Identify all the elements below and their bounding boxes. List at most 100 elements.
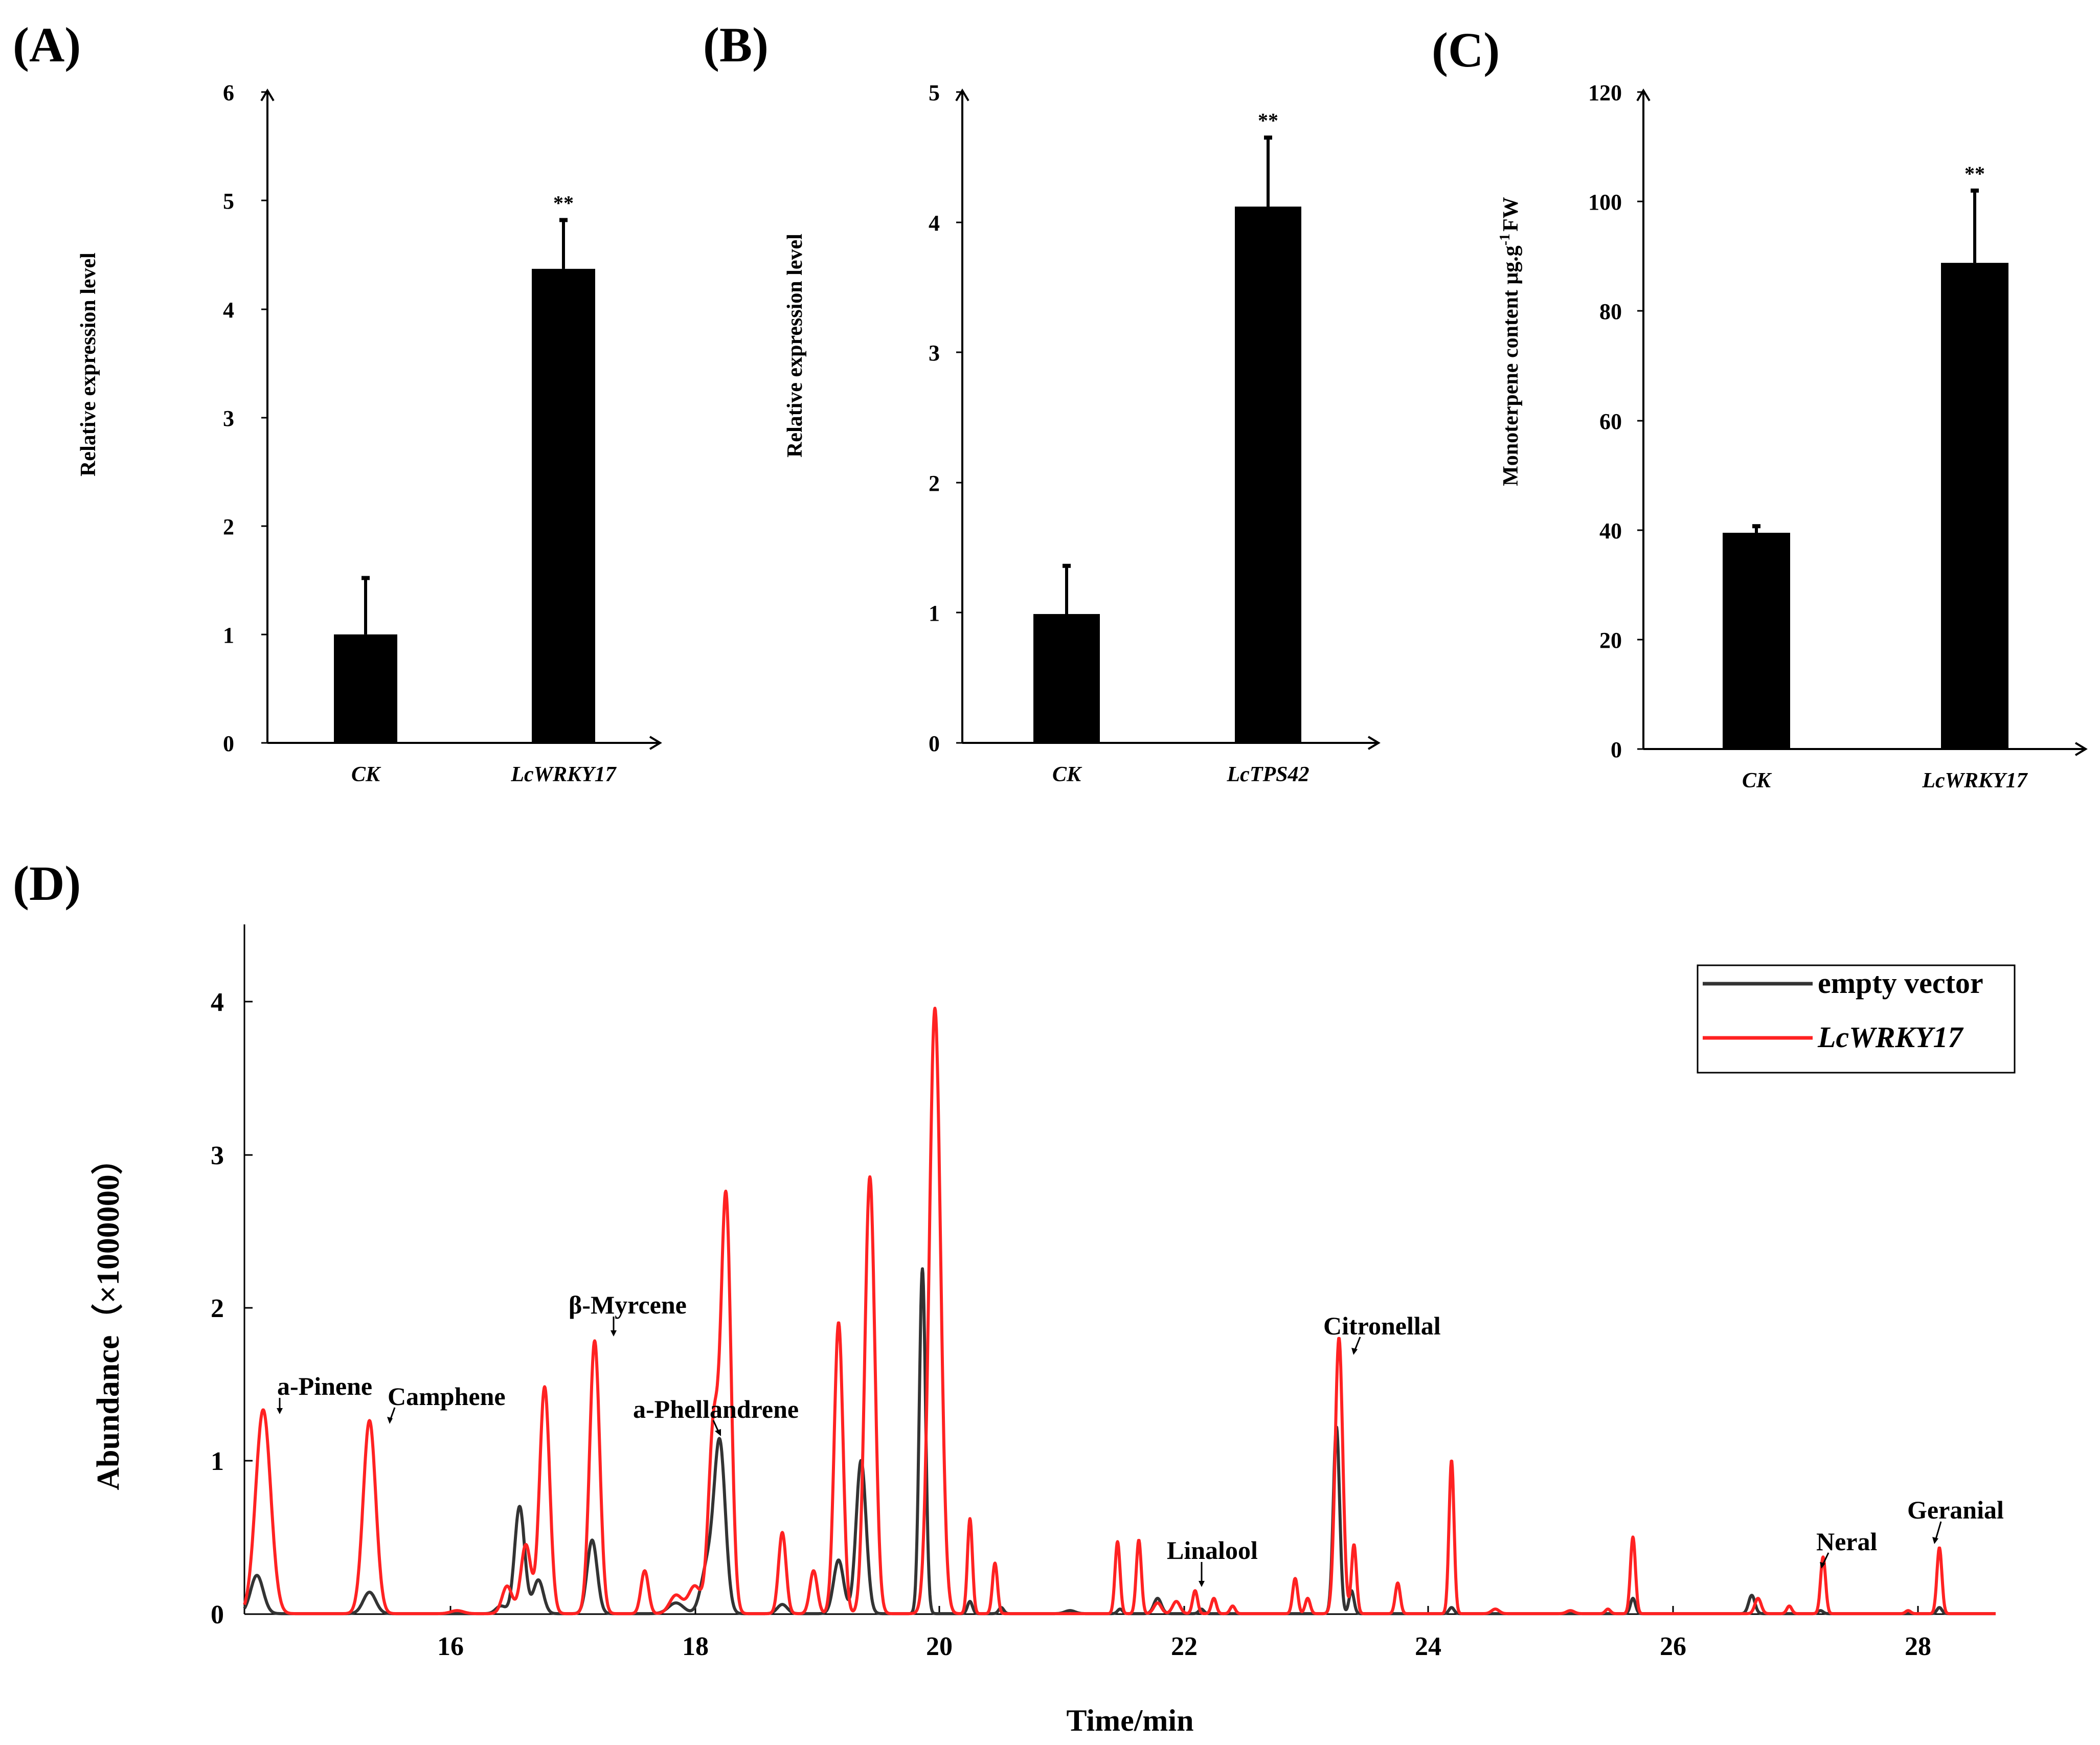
annotation-label: Neral: [1816, 1527, 1877, 1556]
panel-b-tick: 5: [929, 80, 962, 105]
panel-c-category-label: LcWRKY17: [1922, 769, 2028, 792]
panel-a-tick-label: 0: [223, 731, 234, 756]
panel-c-tick-label: 0: [1611, 737, 1622, 762]
panel-a-y-axis-label: Relative expression level: [77, 253, 100, 477]
panel-a: (A) Relative expression level 0 1 2 3 4 …: [13, 17, 662, 786]
bar-group: **: [1235, 109, 1301, 743]
annotation-arrow-head: [611, 1330, 617, 1336]
panel-c-y-axis-arrow: [1636, 88, 1651, 102]
panel-b-tick-label: 0: [929, 731, 940, 756]
panel-d-x-tick: 20: [926, 1606, 953, 1661]
annotation-arrow: [390, 1407, 396, 1419]
bar-group: [1723, 524, 1790, 749]
bar-group: **: [1941, 162, 2008, 749]
panel-a-tick: 6: [223, 80, 267, 105]
annotation-a-pinene: a-Pinene: [277, 1372, 372, 1414]
panel-b-label: (B): [703, 17, 769, 72]
annotation-geranial: Geranial: [1907, 1495, 2004, 1544]
panel-b-category-label: LcTPS42: [1227, 763, 1309, 786]
panel-c-y-axis-label-superscript: -1: [1497, 234, 1513, 245]
panel-b-y-axis-arrow: [955, 88, 969, 102]
annotation-arrow: [712, 1420, 719, 1432]
panel-c-y-axis-label: Monoterpene content μg.g-1 FW: [1497, 197, 1523, 486]
bar-group: [334, 576, 397, 743]
panel-a-tick-label: 1: [223, 623, 234, 648]
panel-b-tick-label: 3: [929, 341, 940, 366]
panel-d: (D) Abundance（×1000000） Time/min 0 1 2 3…: [13, 856, 2016, 1737]
panel-c-tick: 80: [1599, 299, 1643, 324]
annotation-arrow-head: [715, 1429, 721, 1436]
panel-a-tick: 0: [223, 731, 267, 756]
annotation-a-phellandrene: a-Phellandrene: [633, 1395, 799, 1436]
panel-c-tick-label: 100: [1588, 190, 1622, 215]
panel-c-bars: **: [1723, 162, 2008, 749]
annotation-neral: Neral: [1816, 1527, 1877, 1569]
panel-c-category-label: CK: [1742, 769, 1772, 792]
significance-marker: **: [1964, 162, 1985, 185]
panel-d-x-tick-label: 18: [682, 1632, 709, 1661]
bar: [1235, 207, 1301, 743]
panel-b-category-label: CK: [1052, 763, 1082, 786]
panel-b-bars: **: [1033, 109, 1301, 743]
panel-d-y-tick-label: 0: [211, 1600, 224, 1629]
panel-d-y-tick-label: 2: [211, 1294, 224, 1323]
annotation-arrow: [1354, 1336, 1361, 1350]
series-line-lcwrky17: [243, 1007, 1997, 1616]
panel-d-x-tick: 22: [1171, 1606, 1198, 1661]
annotation-arrow-head: [387, 1417, 393, 1424]
panel-d-label: (D): [13, 856, 81, 911]
panel-b-tick-label: 5: [929, 80, 940, 105]
panel-d-x-tick: 16: [437, 1606, 464, 1661]
annotation-camphene: Camphene: [387, 1382, 506, 1424]
annotation-label: Citronellal: [1323, 1311, 1441, 1340]
annotation-linalool: Linalool: [1167, 1536, 1258, 1587]
panel-c-tick: 100: [1588, 190, 1643, 215]
panel-c-tick: 60: [1599, 409, 1643, 434]
annotation-arrow-head: [1351, 1348, 1358, 1355]
panel-d-x-tick: 28: [1905, 1606, 1931, 1661]
panel-b-x-axis-arrow: [1367, 736, 1381, 750]
panel-c: (C) Monoterpene content μg.g-1 FW 0 20 40…: [1432, 22, 2088, 792]
panel-a-tick: 3: [223, 406, 267, 431]
panel-d-y-tick: 0: [211, 1600, 253, 1629]
annotation-arrow-head: [1932, 1537, 1938, 1544]
legend-label-empty-vector: empty vector: [1818, 966, 1983, 1000]
panel-a-tick: 4: [223, 298, 267, 323]
panel-c-tick: 120: [1588, 80, 1643, 105]
panel-a-category-label: LcWRKY17: [510, 763, 617, 786]
panel-d-x-tick: 26: [1660, 1606, 1686, 1661]
panel-b-tick: 0: [929, 731, 962, 756]
panel-b-y-axis-label: Relative expression level: [783, 234, 807, 458]
panel-d-x-tick-label: 16: [437, 1632, 464, 1661]
bar-group: [1033, 563, 1100, 743]
panel-c-tick: 0: [1611, 737, 1643, 762]
panel-a-tick-label: 2: [223, 514, 234, 539]
panel-a-category-label: CK: [351, 763, 381, 786]
panel-c-tick-label: 20: [1599, 628, 1622, 653]
panel-b-tick-label: 4: [929, 211, 940, 236]
panel-c-label: (C): [1432, 22, 1500, 77]
bar: [532, 268, 595, 743]
panel-c-tick-label: 60: [1599, 409, 1622, 434]
panel-c-y-axis-label-text: Monoterpene content μg.g: [1499, 245, 1523, 486]
panel-d-y-tick: 4: [211, 988, 253, 1017]
bar: [334, 634, 397, 743]
annotation-label: Geranial: [1907, 1495, 2004, 1524]
bar-group: **: [532, 191, 595, 743]
panel-d-x-tick-label: 22: [1171, 1632, 1198, 1661]
panel-b-tick: 1: [929, 601, 962, 626]
panel-b-tick: 3: [929, 341, 962, 366]
panel-a-y-axis-arrow: [260, 88, 275, 102]
panel-d-y-tick-label: 3: [211, 1141, 224, 1170]
panel-d-y-axis-label: Abundance（×1000000）: [90, 1143, 126, 1490]
panel-a-x-axis-arrow: [649, 736, 662, 750]
annotation-label: β-Myrcene: [569, 1290, 687, 1319]
panel-b-tick: 4: [929, 211, 962, 236]
panel-a-tick: 1: [223, 623, 267, 648]
panel-a-label: (A): [13, 17, 81, 72]
panel-a-tick: 2: [223, 514, 267, 539]
panel-d-legend: empty vector LcWRKY17: [1697, 964, 2016, 1074]
panel-c-tick-label: 40: [1599, 518, 1622, 543]
legend-label-lcwrky17: LcWRKY17: [1817, 1021, 1964, 1054]
